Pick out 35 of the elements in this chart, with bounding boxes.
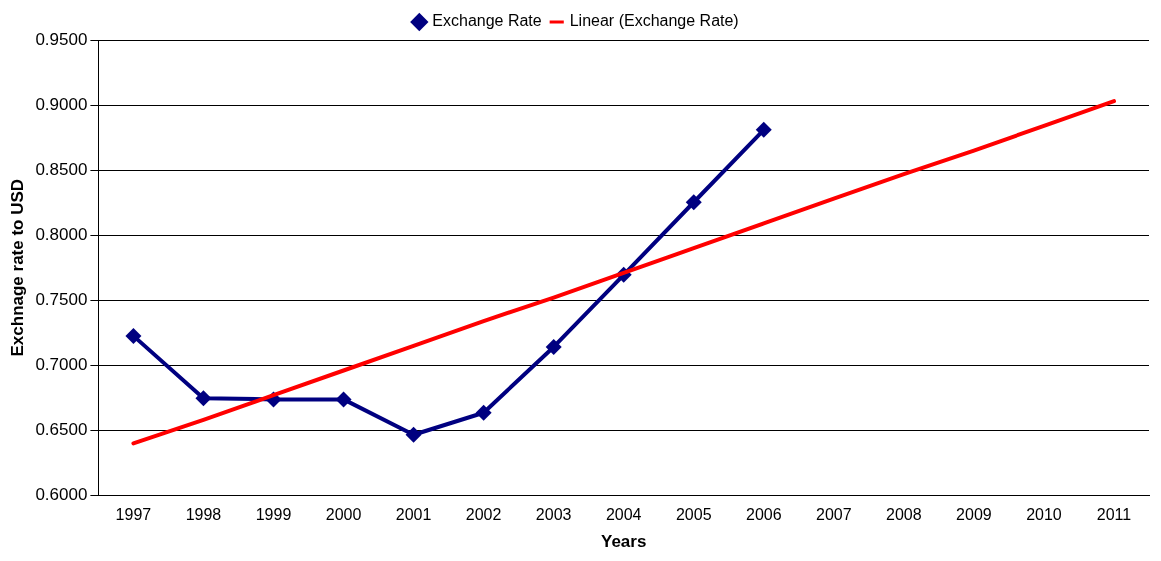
point <box>755 121 772 138</box>
x-tick-label: 2003 <box>535 506 572 524</box>
point <box>335 391 352 408</box>
point <box>125 327 142 344</box>
x-tick-label: 1997 <box>115 506 152 524</box>
point <box>475 404 492 421</box>
y-tick-label: 0.6000 <box>35 485 88 505</box>
y-axis-title: Exchnage rate to USD <box>7 178 27 357</box>
x-tick-label: 2004 <box>605 506 642 524</box>
x-tick-label: 1998 <box>185 506 222 524</box>
legend-label: Exchange Rate <box>432 12 542 30</box>
y-tick-label: 0.9000 <box>35 94 88 114</box>
x-tick-label: 2008 <box>886 506 922 524</box>
point <box>545 338 562 355</box>
y-tick-label: 0.7500 <box>35 289 88 309</box>
y-tick-label: 0.8500 <box>35 159 88 179</box>
y-tick-label: 0.8000 <box>35 224 88 244</box>
x-tick-label: 2006 <box>745 506 782 524</box>
x-tick-label: 2010 <box>1026 506 1062 524</box>
x-tick-label: 2002 <box>465 506 502 524</box>
point <box>405 426 422 443</box>
x-tick-label: 2011 <box>1096 506 1132 524</box>
x-tick-label: 2007 <box>816 506 852 524</box>
x-tick-label: 2009 <box>956 506 992 524</box>
y-tick-label: 0.6500 <box>35 420 88 440</box>
x-axis-title: Years <box>601 532 647 552</box>
x-tick-label: 2000 <box>325 506 362 524</box>
x-tick-label: 2005 <box>675 506 712 524</box>
x-tick-label: 1999 <box>255 506 292 524</box>
y-tick-label: 0.7000 <box>35 354 88 374</box>
y-tick-label: 0.9500 <box>35 29 88 49</box>
legend-label: Linear (Exchange Rate) <box>569 12 739 30</box>
x-tick-label: 2001 <box>395 506 432 524</box>
point <box>685 194 702 211</box>
point <box>195 390 212 407</box>
